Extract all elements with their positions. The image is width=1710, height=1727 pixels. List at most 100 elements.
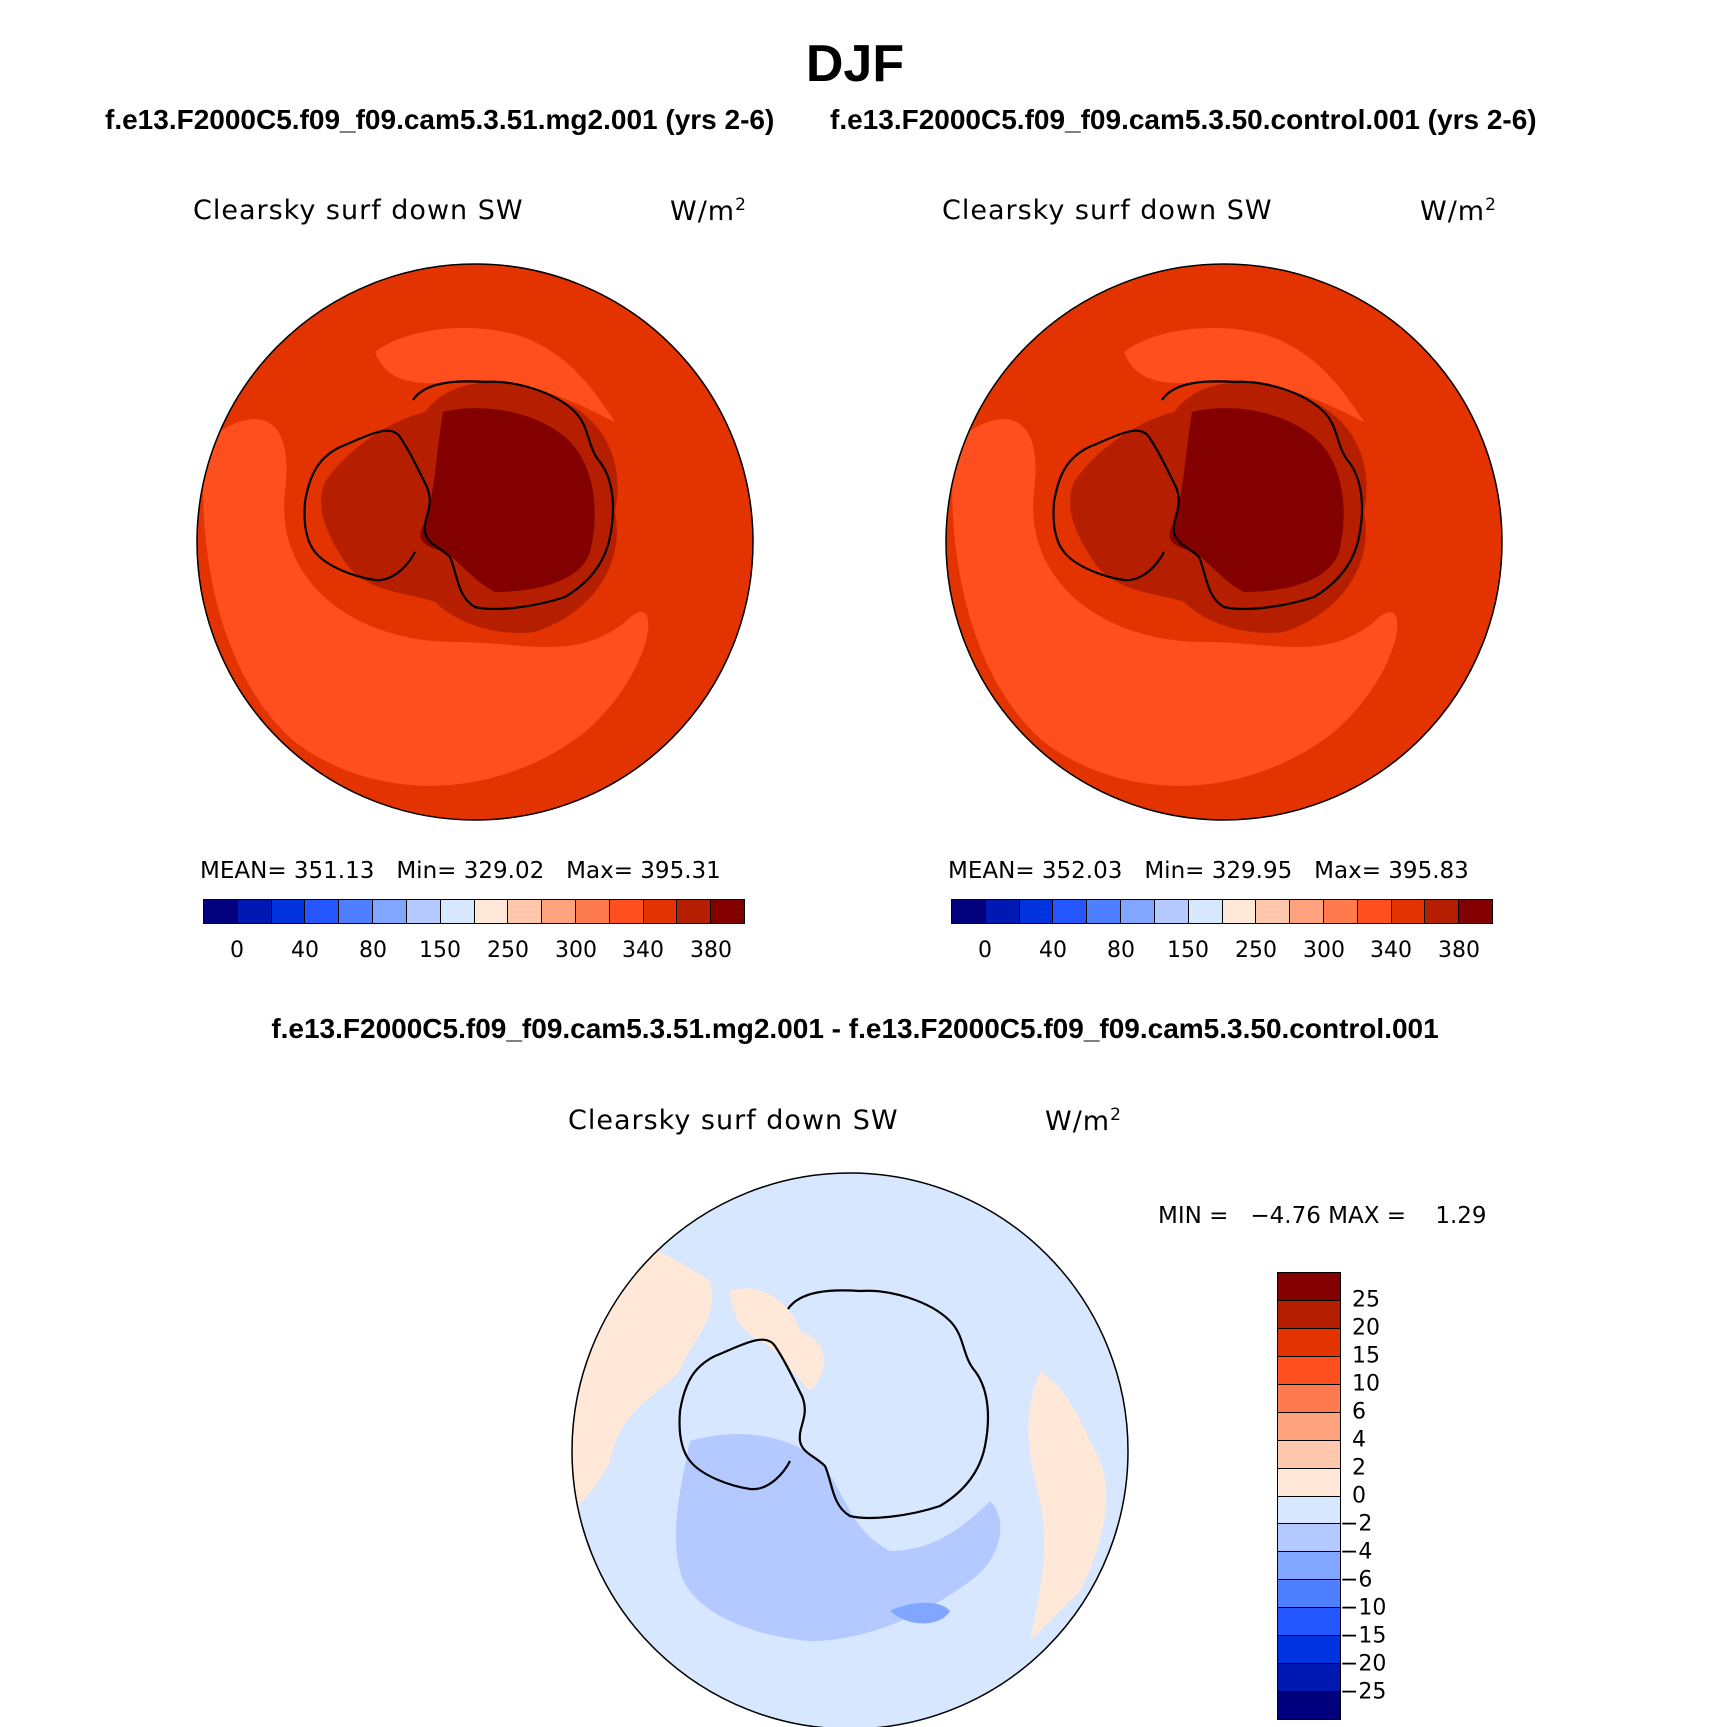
min-label: MIN = bbox=[1158, 1203, 1229, 1229]
tick-label: −20 bbox=[1340, 1651, 1387, 1677]
positive-anomaly-east bbox=[1028, 1371, 1107, 1641]
tick-label: 300 bbox=[1303, 938, 1345, 963]
control-panel-variable: Clearsky surf down SW bbox=[942, 195, 1273, 226]
colorbar-swatch bbox=[1278, 1496, 1340, 1525]
colorbar-swatch bbox=[711, 900, 744, 923]
min-value: −4.76 bbox=[1250, 1203, 1321, 1229]
control-colorbar bbox=[951, 899, 1493, 924]
tick-label: −4 bbox=[1340, 1539, 1373, 1565]
tick-label: 4 bbox=[1352, 1427, 1366, 1453]
max-label: Max= bbox=[1314, 858, 1381, 884]
min-label: Min= bbox=[1144, 858, 1205, 884]
test-panel-variable: Clearsky surf down SW bbox=[193, 195, 524, 226]
season-title: DJF bbox=[805, 35, 905, 93]
shelf-band bbox=[1124, 328, 1364, 422]
colorbar-swatch bbox=[985, 900, 1020, 923]
units-base: W/m bbox=[1045, 1106, 1111, 1137]
units-base: W/m bbox=[670, 196, 736, 227]
test-case-title: f.e13.F2000C5.f09_f09.cam5.3.51.mg2.001 … bbox=[105, 104, 775, 135]
difference-title: f.e13.F2000C5.f09_f09.cam5.3.51.mg2.001 … bbox=[271, 1013, 1439, 1044]
colorbar-swatch bbox=[1459, 900, 1492, 923]
tick-label: 150 bbox=[419, 938, 461, 963]
min-value: 329.02 bbox=[463, 858, 545, 884]
test-panel-stats: MEAN= 351.13 Min= 329.02 Max= 395.31 bbox=[200, 858, 721, 884]
colorbar-swatch bbox=[305, 900, 340, 923]
colorbar-swatch bbox=[1278, 1692, 1340, 1719]
difference-polar-map bbox=[571, 1172, 1129, 1727]
colorbar-swatch bbox=[440, 900, 475, 923]
colorbar-swatch bbox=[1391, 900, 1426, 923]
colorbar-swatch bbox=[1278, 1636, 1340, 1665]
coastline bbox=[678, 1289, 990, 1520]
min-label: Min= bbox=[396, 858, 457, 884]
negative-anomaly-strong bbox=[890, 1602, 950, 1624]
tick-label: 40 bbox=[291, 938, 319, 963]
mean-value: 351.13 bbox=[293, 858, 375, 884]
control-case-title: f.e13.F2000C5.f09_f09.cam5.3.50.control.… bbox=[830, 104, 1537, 135]
max-value: 1.29 bbox=[1435, 1203, 1487, 1229]
diff-panel-stats: MIN = −4.76 MAX = 1.29 bbox=[1158, 1203, 1487, 1229]
colorbar-swatch bbox=[677, 900, 712, 923]
tick-label: 0 bbox=[978, 938, 992, 963]
colorbar-swatch bbox=[373, 900, 407, 923]
tick-label: 80 bbox=[1107, 938, 1135, 963]
colorbar-swatch bbox=[1323, 900, 1358, 923]
colorbar-swatch bbox=[1121, 900, 1155, 923]
tick-label: 150 bbox=[1167, 938, 1209, 963]
control-polar-map bbox=[945, 263, 1503, 821]
colorbar-swatch bbox=[1154, 900, 1189, 923]
difference-colorbar-ticks: 25 20 15 10 6 4 2 0 −2 −4 −6 −10 −15 −20… bbox=[1340, 1272, 1432, 1720]
tick-label: 15 bbox=[1352, 1343, 1380, 1369]
units-exponent: 2 bbox=[1485, 195, 1497, 215]
colorbar-swatch bbox=[1290, 900, 1324, 923]
antarctic-plateau bbox=[420, 408, 595, 592]
colorbar-swatch bbox=[1278, 1412, 1340, 1441]
colorbar-swatch bbox=[1087, 900, 1122, 923]
max-label: MAX = bbox=[1328, 1203, 1407, 1229]
colorbar-swatch bbox=[1278, 1664, 1340, 1693]
units-exponent: 2 bbox=[735, 195, 747, 215]
colorbar-swatch bbox=[1278, 1300, 1340, 1329]
colorbar-swatch bbox=[1019, 900, 1054, 923]
colorbar-swatch bbox=[1278, 1328, 1340, 1357]
tick-label: 2 bbox=[1352, 1455, 1366, 1481]
tick-label: 340 bbox=[622, 938, 664, 963]
tick-label: 10 bbox=[1352, 1371, 1380, 1397]
tick-label: 80 bbox=[359, 938, 387, 963]
positive-anomaly-peninsula bbox=[730, 1288, 824, 1391]
difference-colorbar bbox=[1277, 1272, 1341, 1720]
tick-label: 250 bbox=[1235, 938, 1277, 963]
colorbar-swatch bbox=[1278, 1384, 1340, 1413]
mean-value: 352.03 bbox=[1041, 858, 1123, 884]
colorbar-swatch bbox=[609, 900, 644, 923]
max-value: 395.31 bbox=[640, 858, 721, 884]
tick-label: 0 bbox=[1352, 1483, 1366, 1509]
colorbar-swatch bbox=[1278, 1468, 1340, 1497]
colorbar-swatch bbox=[237, 900, 272, 923]
tick-label: 40 bbox=[1039, 938, 1067, 963]
map-boundary bbox=[945, 263, 1503, 821]
colorbar-swatch bbox=[1357, 900, 1392, 923]
mean-label: MEAN= bbox=[948, 858, 1035, 884]
control-panel-stats: MEAN= 352.03 Min= 329.95 Max= 395.83 bbox=[948, 858, 1469, 884]
mean-label: MEAN= bbox=[200, 858, 287, 884]
min-value: 329.95 bbox=[1211, 858, 1293, 884]
colorbar-swatch bbox=[1278, 1273, 1340, 1301]
colorbar-swatch bbox=[339, 900, 374, 923]
tick-label: 380 bbox=[690, 938, 732, 963]
max-value: 395.83 bbox=[1388, 858, 1469, 884]
colorbar-swatch bbox=[1222, 900, 1257, 923]
tick-label: 0 bbox=[230, 938, 244, 963]
tick-label: −15 bbox=[1340, 1623, 1387, 1649]
map-boundary bbox=[196, 263, 754, 821]
colorbar-swatch bbox=[406, 900, 441, 923]
tick-label: 250 bbox=[487, 938, 529, 963]
colorbar-swatch bbox=[1188, 900, 1223, 923]
units-base: W/m bbox=[1420, 196, 1486, 227]
map-boundary bbox=[571, 1172, 1129, 1727]
colorbar-swatch bbox=[1425, 900, 1460, 923]
tick-label: −25 bbox=[1340, 1679, 1387, 1705]
colorbar-swatch bbox=[271, 900, 306, 923]
lowlat-band bbox=[952, 419, 1398, 786]
tick-label: −2 bbox=[1340, 1511, 1373, 1537]
